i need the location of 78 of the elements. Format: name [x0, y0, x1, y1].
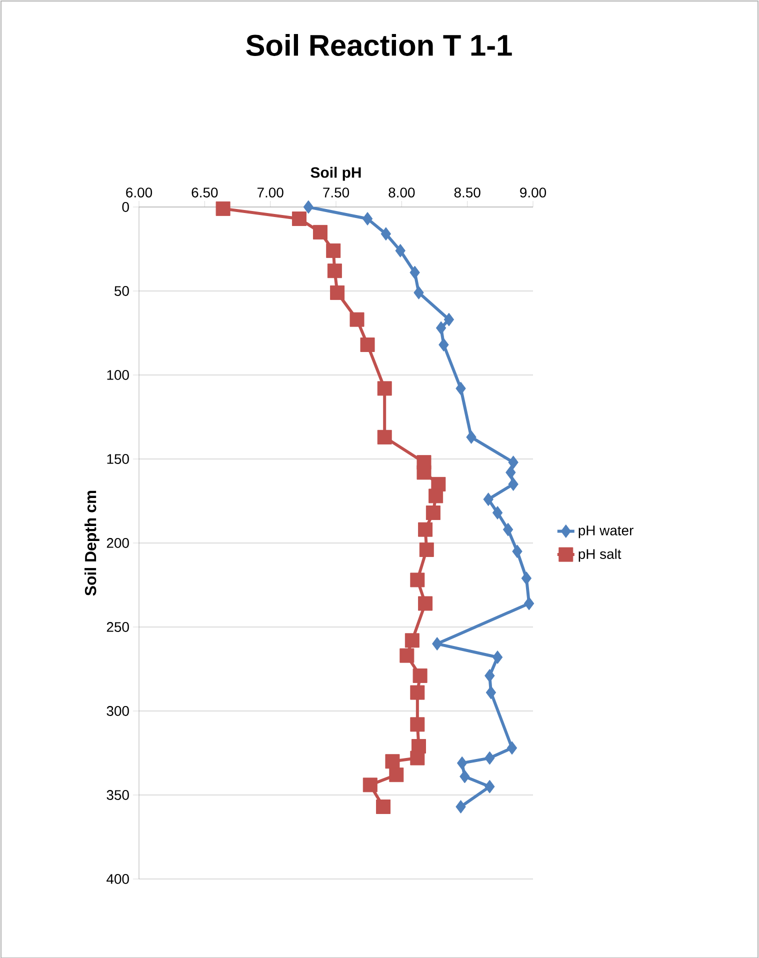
point	[303, 200, 314, 214]
y-tick-label: 100	[107, 370, 129, 380]
point	[502, 522, 514, 536]
point	[428, 488, 444, 504]
point	[466, 430, 476, 444]
point	[426, 506, 440, 520]
point	[508, 456, 518, 470]
point	[410, 717, 425, 732]
point	[456, 756, 468, 770]
x-tick-label: 9.00	[520, 188, 546, 198]
x-axis-title: Soil pH	[310, 166, 361, 181]
x-tick-label: 7.00	[257, 188, 284, 198]
x-tick-label: 8.50	[454, 188, 480, 198]
point	[483, 492, 494, 506]
y-tick-label: 250	[106, 622, 129, 632]
point	[460, 770, 470, 784]
point	[216, 201, 230, 216]
y-tick-label: 150	[107, 454, 129, 464]
point	[385, 754, 400, 769]
y-tick-label: 0	[122, 202, 129, 212]
point	[350, 312, 364, 327]
point	[419, 542, 434, 557]
point	[506, 466, 516, 480]
x-tick-label: 6.50	[192, 188, 218, 198]
point	[432, 637, 442, 651]
point	[410, 572, 425, 588]
y-tick-label: 300	[106, 706, 129, 716]
x-tick-label: 7.50	[323, 188, 350, 198]
point	[360, 338, 375, 352]
point	[416, 465, 432, 480]
point	[380, 227, 392, 241]
y-axis-title: Soil Depth cm	[84, 490, 100, 596]
y-tick-label: 50	[114, 286, 129, 296]
chart-title: Soil Reaction T 1-1	[246, 34, 512, 56]
y-tick-label: 400	[106, 874, 129, 884]
point	[524, 596, 534, 610]
legend-label: pH water	[578, 526, 634, 538]
point	[492, 650, 503, 664]
point	[389, 768, 404, 782]
point	[410, 750, 425, 766]
point	[436, 321, 446, 335]
point	[362, 778, 378, 792]
point	[438, 338, 449, 352]
y-tick-label: 200	[106, 538, 129, 548]
point	[506, 741, 518, 755]
point	[362, 212, 373, 226]
legend-label: pH salt	[578, 548, 622, 562]
point	[521, 572, 532, 586]
point	[418, 522, 433, 537]
point	[512, 544, 522, 558]
x-tick-label: 8.00	[388, 188, 415, 198]
point	[486, 686, 496, 700]
point	[312, 224, 328, 240]
point	[376, 800, 391, 814]
point	[492, 506, 503, 520]
point	[456, 382, 466, 396]
point	[444, 312, 454, 326]
point	[292, 212, 306, 226]
point	[484, 751, 495, 765]
point	[456, 800, 466, 814]
point	[377, 381, 392, 396]
point	[410, 266, 420, 280]
point	[418, 596, 433, 611]
point	[400, 648, 414, 663]
y-tick-label: 350	[106, 790, 129, 800]
point	[330, 285, 345, 300]
point	[395, 244, 406, 258]
point	[412, 668, 428, 683]
point	[508, 477, 518, 491]
point	[484, 780, 495, 794]
x-tick-label: 6.00	[126, 188, 152, 198]
point	[410, 685, 425, 700]
point	[326, 243, 341, 258]
point	[414, 286, 424, 300]
point	[404, 633, 420, 648]
point	[327, 264, 342, 278]
point	[484, 668, 495, 682]
point	[377, 430, 392, 444]
